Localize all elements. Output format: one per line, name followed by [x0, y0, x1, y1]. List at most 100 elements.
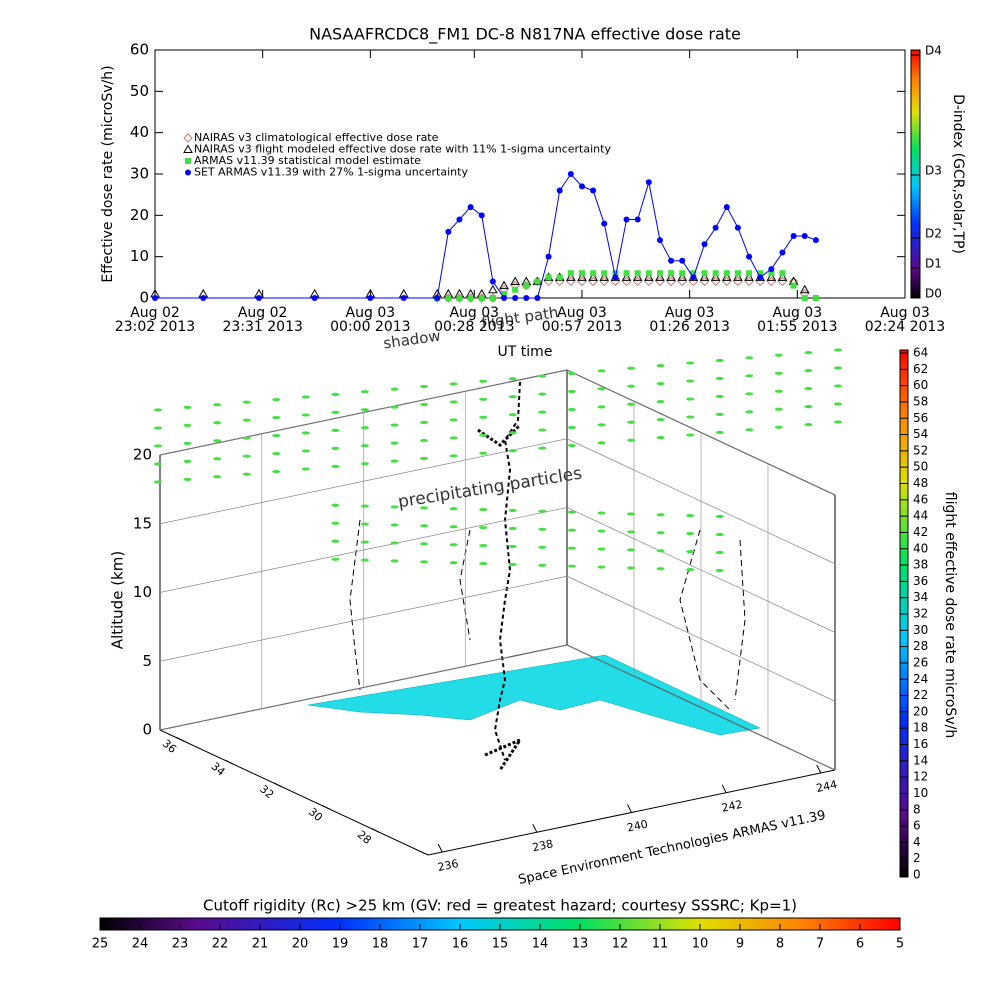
dose-dash: [479, 451, 488, 455]
x-tick-label: Aug 03 02:24 2013: [864, 305, 946, 335]
dose-dash: [686, 433, 695, 437]
dose-dash: [390, 523, 399, 527]
dose-dash: [508, 526, 517, 531]
dose-dash: [686, 568, 695, 572]
dose-dash: [774, 407, 783, 411]
dose-dash: [508, 395, 517, 399]
dose-dash: [597, 529, 606, 533]
x-tick-label: Aug 03 00:00 2013: [330, 305, 411, 335]
data-point: [666, 272, 676, 281]
z-axis-label: Altitude (km): [109, 551, 127, 649]
dose-dash: [242, 454, 251, 458]
dose-dash: [272, 451, 281, 456]
data-point: [152, 295, 158, 301]
dose-dash: [538, 374, 547, 378]
dose-dash: [627, 530, 636, 534]
colorbar-tick-label: 36: [913, 574, 928, 588]
dose-dash: [449, 543, 458, 547]
dose-dash: [242, 472, 251, 476]
dose-dash: [834, 366, 842, 370]
dose-dash: [360, 390, 369, 394]
colorbar-tick-label: 6: [913, 819, 921, 833]
grid-line: [566, 575, 836, 702]
colorbar-tick-label: 14: [532, 937, 549, 952]
data-point: [757, 274, 764, 281]
data-point: [467, 204, 474, 211]
dose-dash: [301, 431, 310, 435]
grid-line: [159, 369, 568, 456]
dose-dash: [715, 412, 724, 417]
x-tick-label: Aug 02 23:31 2013: [222, 305, 303, 335]
dose-dash: [331, 392, 340, 396]
colorbar-tick-label: 62: [913, 362, 928, 376]
data-point: [632, 272, 643, 281]
data-point: [643, 272, 654, 281]
dose-dash: [538, 527, 547, 531]
colorbar-tick-label: 24: [132, 937, 149, 952]
data-point: [512, 295, 519, 301]
dose-dash: [567, 510, 576, 514]
data-point: [367, 295, 374, 301]
colorbar-tick-label: 25: [92, 937, 109, 952]
data-point: [183, 133, 193, 143]
dose-dash: [242, 436, 251, 440]
dose-dash: [745, 374, 754, 378]
data-point: [612, 270, 619, 277]
lat-tick-label: 36: [160, 737, 179, 756]
data-point: [790, 233, 797, 239]
y-tick-label: 30: [130, 165, 149, 183]
colorbar-tick-label: 8: [913, 802, 921, 816]
dose-dash: [360, 408, 369, 412]
data-point: [467, 295, 474, 301]
colorbar-tick-label: 12: [913, 770, 928, 784]
dose-dash: [656, 513, 665, 517]
dose-dash: [154, 480, 162, 484]
colorbar-tick-label: 52: [913, 443, 928, 457]
colorbar-tick-label: 26: [913, 655, 928, 669]
data-point: [634, 270, 641, 277]
plot-3d: 0 5 10 15 20 Altitude (km) 36 34 32 30 28 236 238 240…: [109, 303, 842, 888]
colorbar-tick-label: 16: [452, 937, 469, 952]
data-point: [601, 220, 608, 227]
data-point: [645, 270, 652, 277]
lat-tick-label: 32: [257, 782, 276, 801]
data-point: [801, 295, 808, 301]
colorbar-tick-label: 22: [212, 937, 229, 952]
dose-dash: [597, 369, 606, 373]
colorbar-tick-label: D3: [925, 164, 942, 178]
dose-dash: [331, 464, 340, 468]
data-point: [445, 228, 452, 235]
colorbar-tick-label: 60: [913, 378, 928, 392]
dose-dash: [331, 410, 340, 414]
dose-dash: [213, 457, 222, 461]
lon-tick: [532, 824, 538, 833]
dose-dash: [804, 387, 813, 391]
grid-line: [566, 369, 836, 496]
data-point: [523, 282, 530, 289]
dose-dash: [774, 353, 783, 357]
dose-dash: [538, 392, 547, 396]
dose-dash: [449, 507, 458, 511]
dose-dash: [449, 418, 458, 422]
dose-dash: [420, 560, 429, 564]
data-point: [690, 274, 697, 281]
colorbar-tick-label: D0: [925, 287, 942, 301]
colorbar-tick-label: 7: [816, 937, 824, 952]
dose-dash: [449, 561, 458, 565]
dose-dash: [538, 509, 547, 513]
legend-label: ARMAS v11.39 statistical model estimate: [194, 154, 421, 167]
data-point: [556, 274, 563, 281]
data-point: [488, 284, 498, 294]
dose-dash: [627, 548, 636, 552]
data-point: [733, 272, 743, 281]
dose-dash: [508, 377, 517, 381]
data-point: [634, 216, 641, 223]
dose-dash: [686, 415, 695, 419]
data-point: [185, 169, 191, 176]
x-axis-label: UT time: [498, 344, 553, 360]
dose-dash: [804, 351, 813, 355]
lon-tick-label: 238: [531, 837, 554, 854]
dose-dash: [183, 405, 192, 409]
dose-dash: [272, 415, 281, 420]
dose-dash: [656, 400, 665, 404]
